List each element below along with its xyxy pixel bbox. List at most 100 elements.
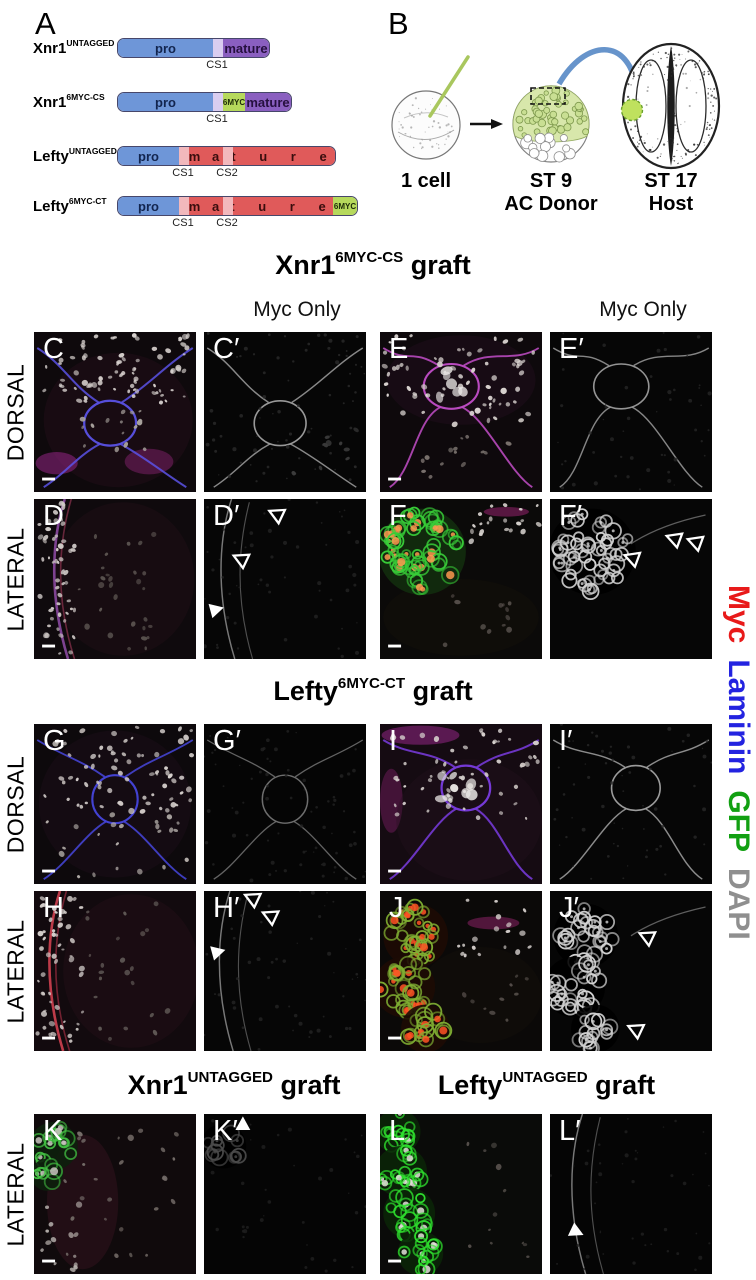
construct-segment [223,147,233,165]
panel-b-label: B [388,6,409,41]
channel-legend-text: Myc Laminin GFP DAPI [721,585,755,956]
panel-letter: I′ [559,725,573,757]
micrograph-panel-J-prime: J′ [550,891,712,1051]
construct-segment [223,197,233,215]
panel-letter: E [389,333,409,365]
channel-label-laminin: Laminin [722,659,755,775]
construct-segment: mature [223,39,269,57]
panel-letter: I [389,725,398,757]
construct-segment: 6MYC [223,93,245,111]
micrograph-panel-K: K [34,1114,196,1274]
row-orientation-label: LATERAL [0,499,32,659]
construct-segment: t u r e [233,147,335,165]
row-orientation-label: LATERAL [0,1114,32,1274]
arrowhead-open-icon [260,910,281,928]
micrograph-art [204,332,366,492]
panel-letter: K [43,1115,63,1147]
column-header-myc-only: Myc Only [253,298,341,321]
micrograph-panel-H: H [34,891,196,1051]
arrowhead-filled-icon [235,1116,251,1130]
arrowhead-open-icon [637,931,658,948]
panel-letter: H [43,892,64,924]
panel-letter: D′ [213,500,240,532]
injection-needle-icon [428,55,470,118]
micrograph-panel-F-prime: F′ [550,499,712,659]
scale-bar [42,1036,56,1040]
construct-label: Lefty6MYC-CT [33,196,107,215]
orientation-text: LATERAL [2,918,29,1024]
panel-letter: G [43,725,66,757]
construct-segment [213,93,223,111]
construct-bar: pro mature [117,38,270,58]
panel-a-label: A [35,6,56,41]
construct-segment: pro [118,93,213,111]
micrograph-panel-I: I [380,724,542,884]
construct-segment [213,39,223,57]
micrograph-art [204,1114,366,1274]
construct-segment: pro [118,39,213,57]
arrowhead-open-icon [626,1023,646,1041]
row-orientation-label: LATERAL [0,891,32,1051]
stage-sublabel-ac-donor: AC Donor [504,193,598,215]
panel-letter: C [43,333,64,365]
arrowhead-open-icon [267,508,287,526]
host-embryo-illustration [620,42,721,170]
construct-segment: pro [118,197,179,215]
micrograph-art [380,1114,542,1274]
construct-segment: mature [245,93,291,111]
micrograph-panel-G: G [34,724,196,884]
row-orientation-label: DORSAL [0,332,32,492]
micrograph-panel-D-prime: D′ [204,499,366,659]
micrograph-art [34,1114,196,1274]
channel-legend: Myc Laminin GFP DAPI [722,585,756,1045]
orientation-text: LATERAL [2,526,29,632]
orientation-text: DORSAL [2,755,29,853]
stage-label-st17: ST 17 [644,170,698,192]
construct-label: LeftyUNTAGGED [33,146,117,165]
construct-segment: m a [189,147,223,165]
micrograph-art [204,724,366,884]
arrowhead-filled-icon [208,603,224,619]
micrograph-panel-L: L [380,1114,542,1274]
stage-label-st9: ST 9 [529,170,573,192]
scale-bar [388,477,402,481]
construct-bar: pro m a t u r e [117,146,336,166]
construct-segment [179,147,189,165]
micrograph-panel-C-prime: C′ [204,332,366,492]
micrograph-art [380,499,542,659]
scale-bar [388,869,402,873]
arrowhead-open-icon [242,892,263,910]
micrograph-art [550,332,712,492]
cleavage-site-label: CS1 [172,167,194,179]
micrograph-art [380,891,542,1051]
row-orientation-label: DORSAL [0,724,32,884]
panel-letter: E′ [559,333,584,365]
construct-segment [179,197,189,215]
micrograph-panel-E-prime: E′ [550,332,712,492]
micrograph-art [550,724,712,884]
channel-label-myc: Myc [722,585,755,644]
cleavage-site-label: CS2 [216,217,238,229]
donor-blastula-illustration [512,85,590,163]
graft-section-title: Lefty6MYC-CT graft [273,675,473,706]
scale-bar [388,644,402,648]
scale-bar [42,1259,56,1263]
grafting-scheme-panel: B [378,0,756,250]
panel-letter: F′ [559,500,583,532]
construct-bar: pro m a t u r e 6MYC [117,196,358,216]
stage-label-1cell: 1 cell [400,170,452,192]
panel-letter: H′ [213,892,240,924]
construct-segment: pro [118,147,179,165]
micrograph-art [550,891,712,1051]
micrograph-panel-H-prime: H′ [204,891,366,1051]
scale-bar [388,1259,402,1263]
micrograph-art [34,724,196,884]
micrograph-panel-E: E [380,332,542,492]
cleavage-site-label: CS1 [206,59,228,71]
construct-segment: m a [189,197,223,215]
micrograph-panel-L-prime: L′ [550,1114,712,1274]
panel-letter: J [389,892,404,924]
panel-letter: F [389,500,407,532]
panel-letter: G′ [213,725,241,757]
orientation-text: DORSAL [2,363,29,461]
